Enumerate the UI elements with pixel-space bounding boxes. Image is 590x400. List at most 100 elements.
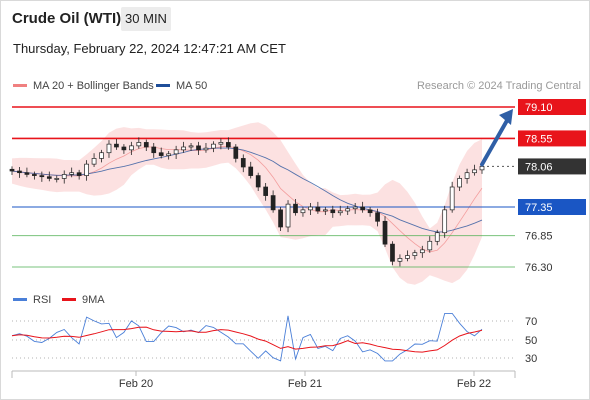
candle-body xyxy=(136,142,142,147)
legend-ma20: MA 20 + Bollinger Bands xyxy=(13,80,154,92)
candle-body xyxy=(166,153,172,156)
legend-rsi: RSI xyxy=(13,294,51,306)
projection-arrow-shaft xyxy=(480,115,511,167)
rsi-level-label-50: 50 xyxy=(525,335,537,347)
pivot-tag-3 xyxy=(518,199,586,215)
candle-body xyxy=(300,209,306,214)
candle-body xyxy=(255,175,261,188)
candle-body xyxy=(360,206,365,211)
candle-body xyxy=(457,178,462,188)
legend-ma20-label: MA 20 + Bollinger Bands xyxy=(33,80,154,92)
candle-body xyxy=(114,143,119,148)
x-tick-label-2: Feb 22 xyxy=(457,378,491,390)
candle-body xyxy=(270,195,276,211)
candle-body xyxy=(464,172,470,179)
pivot-label-3: 77.35 xyxy=(525,202,553,214)
candle-body xyxy=(322,209,328,212)
candle-body xyxy=(330,209,336,214)
candle-body xyxy=(367,209,373,214)
chart-title: Crude Oil (WTI) xyxy=(12,10,122,27)
ma50-swatch xyxy=(156,83,170,87)
candle-body xyxy=(99,152,104,159)
candle-body xyxy=(211,143,216,149)
candle-body xyxy=(76,172,82,176)
resistance-label-1: 78.55 xyxy=(525,133,553,145)
candle-body xyxy=(91,158,97,165)
support-label-4: 76.85 xyxy=(525,231,553,243)
candle-body xyxy=(54,178,60,180)
legend-9ma-label: 9MA xyxy=(82,294,105,306)
resistance-label-0: 79.10 xyxy=(525,102,553,114)
candle-body xyxy=(121,146,127,151)
candle-body xyxy=(412,252,418,256)
candle-body xyxy=(390,243,395,262)
candle-body xyxy=(32,174,37,176)
projection-arrow-head xyxy=(499,109,513,125)
legend-ma50: MA 50 xyxy=(156,80,207,92)
candle-body xyxy=(61,174,67,179)
resistance-tag-0 xyxy=(518,99,586,115)
candle-body xyxy=(263,186,269,196)
candle-body xyxy=(405,255,410,259)
ma9-swatch xyxy=(62,297,76,301)
ma50-line xyxy=(11,147,483,233)
candle-body xyxy=(225,142,231,148)
last-price-label: 78.06 xyxy=(525,161,553,173)
candle-body xyxy=(69,172,75,175)
candle-body xyxy=(419,249,425,254)
rsi-ma-line xyxy=(11,326,483,353)
x-tick-label-1: Feb 21 xyxy=(288,378,322,390)
candle-body xyxy=(46,176,52,179)
candle-body xyxy=(427,240,433,251)
resistance-tag-1 xyxy=(518,130,586,147)
candle-body xyxy=(449,186,455,211)
candle-body xyxy=(129,145,134,151)
rsi-swatch xyxy=(13,297,27,301)
candle-body xyxy=(173,149,179,155)
candle-body xyxy=(397,258,403,262)
candle-body xyxy=(84,163,89,176)
candle-body xyxy=(151,146,157,154)
candle-body xyxy=(17,170,22,174)
candle-body xyxy=(106,143,112,154)
legend-ma50-label: MA 50 xyxy=(176,80,208,92)
candle-body xyxy=(434,232,440,242)
candle-body xyxy=(188,145,194,148)
x-tick-label-0: Feb 20 xyxy=(119,378,153,390)
candle-body xyxy=(39,175,45,178)
candle-body xyxy=(315,206,321,212)
candle-body xyxy=(143,142,149,148)
credit-text: Research © 2024 Trading Central xyxy=(416,80,581,92)
support-label-5: 76.30 xyxy=(525,262,553,274)
bollinger-band xyxy=(12,122,482,285)
rsi-line xyxy=(11,312,483,362)
candle-body xyxy=(203,147,209,151)
candle-body xyxy=(337,210,343,214)
candle-body xyxy=(382,220,388,245)
timestamp: Thursday, February 22, 2024 12:47:21 AM … xyxy=(13,41,286,56)
candle-body xyxy=(285,203,291,228)
last-price-tag xyxy=(518,158,586,175)
candle-body xyxy=(278,209,283,228)
legend-9ma: 9MA xyxy=(62,294,105,306)
candle-body xyxy=(196,145,201,151)
candle-body xyxy=(293,203,298,214)
candle-body xyxy=(442,209,448,234)
rsi-level-label-70: 70 xyxy=(525,316,537,328)
legend-rsi-label: RSI xyxy=(33,294,52,306)
candle-body xyxy=(479,166,485,171)
candle-body xyxy=(345,208,351,212)
candle-body xyxy=(352,206,358,210)
timeframe-badge[interactable]: 30 MIN xyxy=(121,7,171,31)
rsi-level-label-30: 30 xyxy=(525,353,537,365)
candle-body xyxy=(24,172,30,175)
candle-body xyxy=(248,166,254,176)
candle-body xyxy=(158,152,164,156)
candle-body xyxy=(375,212,380,222)
candle-body xyxy=(308,206,313,211)
ma20-swatch xyxy=(13,83,27,87)
candle-body xyxy=(233,146,239,159)
candle-body xyxy=(472,169,477,174)
candle-body xyxy=(9,168,15,172)
